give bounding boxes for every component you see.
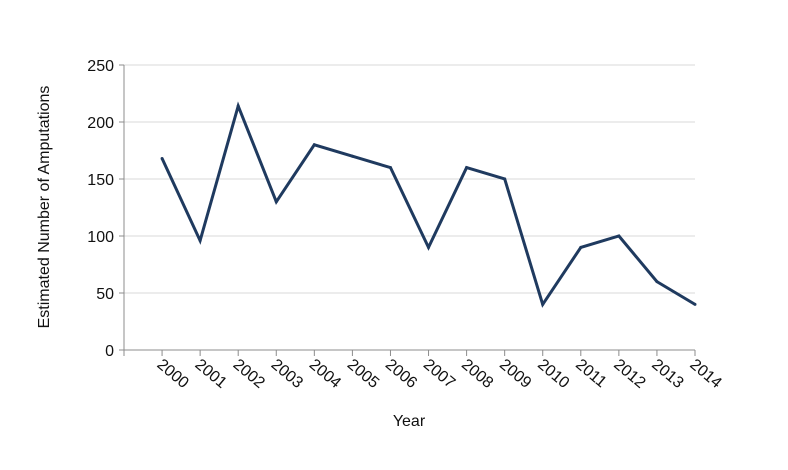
x-tick-label: 2001: [192, 356, 230, 392]
series-group: [160, 101, 697, 308]
x-axis-title: Year: [393, 413, 426, 430]
x-tick-label: 2013: [648, 356, 686, 392]
y-tick-label: 150: [87, 172, 114, 189]
axes: [119, 64, 696, 356]
gridlines: [124, 64, 695, 294]
data-point: [350, 154, 354, 158]
x-tick-label: 2011: [572, 356, 609, 391]
data-point: [312, 143, 316, 147]
series-line: [160, 101, 696, 308]
data-point: [503, 177, 507, 181]
y-tick-labels: 0 50 100 150 200 250: [87, 58, 114, 360]
data-point: [198, 239, 202, 243]
data-point: [617, 234, 621, 238]
x-tick-label: 2005: [344, 356, 382, 392]
data-point: [655, 280, 659, 284]
x-tick-label: 2012: [610, 356, 648, 392]
data-point: [388, 166, 392, 170]
x-tick-label: 2006: [382, 356, 420, 392]
y-axis-title: Estimated Number of Amputations: [36, 86, 53, 329]
x-tick-label: 2007: [420, 356, 458, 392]
data-point: [541, 302, 545, 306]
x-tick-label: 2003: [268, 356, 306, 392]
y-tick-label: 0: [105, 343, 114, 360]
x-tick-label: 2014: [686, 356, 724, 392]
data-point: [579, 245, 583, 249]
x-tick-label: 2000: [153, 356, 191, 392]
x-tick-label: 2004: [306, 356, 344, 392]
y-tick-label: 200: [87, 115, 114, 132]
y-tick-label: 100: [87, 229, 114, 246]
y-tick-label: 250: [87, 58, 114, 75]
y-tick-label: 50: [96, 286, 114, 303]
x-tick-labels: 2000 2001 2002 2003 2004 2005 2006 2007 2008 2009…: [153, 356, 724, 392]
data-point: [160, 156, 164, 160]
data-point: [274, 200, 278, 204]
x-tick-label: 2008: [458, 356, 496, 392]
data-point: [693, 302, 697, 306]
data-point: [427, 245, 431, 249]
x-tick-label: 2002: [230, 356, 268, 392]
data-point: [236, 104, 240, 108]
x-tick-label: 2009: [496, 356, 534, 392]
x-tick-label: 2010: [534, 356, 572, 392]
data-point: [465, 166, 469, 170]
